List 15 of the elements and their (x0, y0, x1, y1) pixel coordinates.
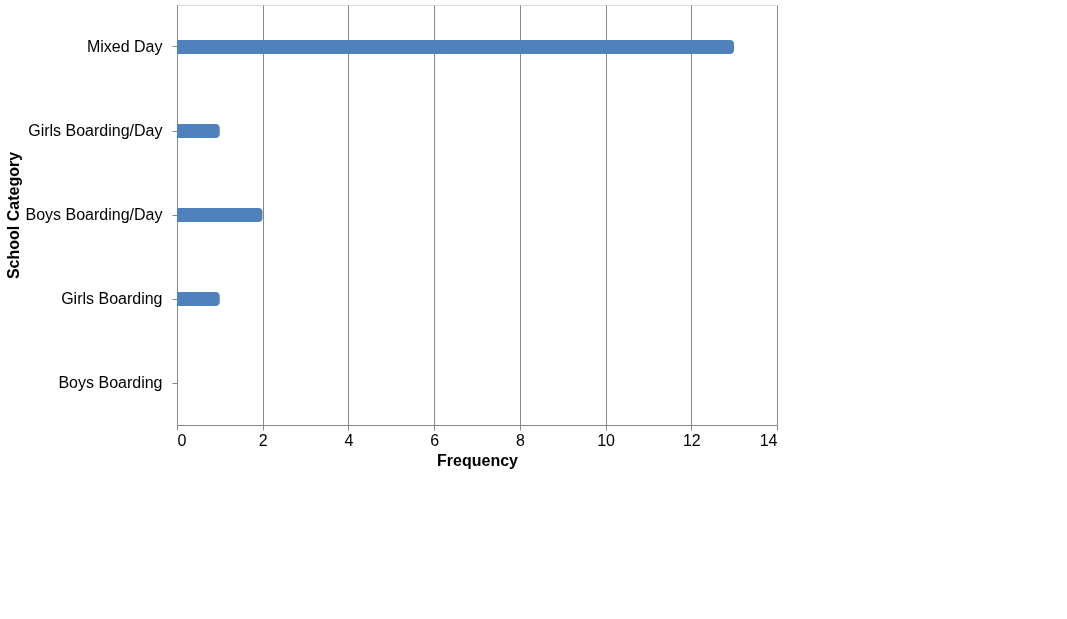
x-axis-title: Frequency (437, 451, 519, 469)
x-tick-label: 4 (344, 431, 354, 449)
x-tick-label: 10 (597, 431, 616, 449)
y-tick-label: Girls Boarding/Day (28, 122, 163, 139)
y-tick-label: Girls Boarding (61, 290, 163, 307)
y-tick-label: Boys Boarding (58, 374, 163, 391)
x-tick-label: 8 (515, 431, 525, 449)
x-tick-label: 0 (177, 431, 187, 449)
y-axis-title: School Category (4, 151, 22, 280)
x-tick-label: 2 (258, 431, 268, 449)
x-tick-label: 6 (430, 431, 440, 449)
y-tick-label: Boys Boarding/Day (25, 206, 163, 223)
x-tick-label: 12 (682, 431, 701, 449)
x-tick-label: 14 (759, 431, 778, 449)
y-tick-label: Mixed Day (86, 38, 163, 55)
